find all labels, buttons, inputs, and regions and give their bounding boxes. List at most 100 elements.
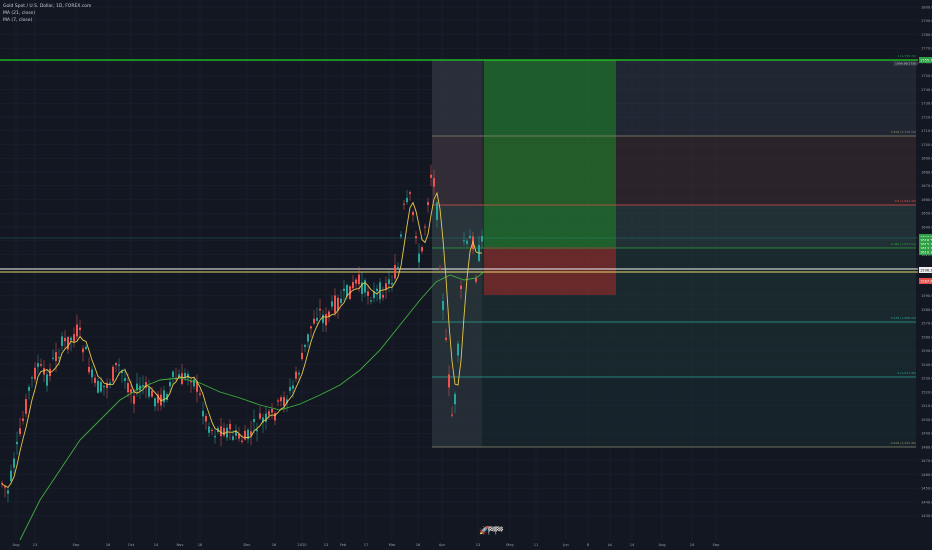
price-badge xyxy=(919,249,932,255)
candle-body xyxy=(52,357,54,359)
candle-body xyxy=(136,383,138,391)
symbol-title[interactable]: Gold Spot / U.S. Dollar, 1D, FOREX.com xyxy=(3,4,92,9)
candle-body xyxy=(448,374,450,388)
price-tick-label: 1540.00 xyxy=(921,363,932,367)
candle-body xyxy=(274,413,276,421)
candle-body xyxy=(340,298,342,304)
time-tick-label: Oct xyxy=(128,543,135,547)
candle-body xyxy=(124,378,126,382)
candle-body xyxy=(148,387,150,397)
time-tick-label: 16 xyxy=(272,543,277,547)
loss-zone[interactable] xyxy=(484,247,616,295)
candle-body xyxy=(205,415,207,422)
price-tick-label: 1590.00 xyxy=(921,294,932,298)
candle-body xyxy=(184,373,186,378)
price-tick-label: 1440.00 xyxy=(921,500,932,504)
candle-body xyxy=(73,334,75,342)
price-tick-label: 1580.00 xyxy=(921,308,932,312)
price-tick-label: 1570.00 xyxy=(921,322,932,326)
candle-body xyxy=(244,430,246,440)
price-tick-label: 1740.00 xyxy=(921,88,932,92)
profit-zone[interactable] xyxy=(484,60,616,247)
candle-body xyxy=(364,280,366,293)
candle-body xyxy=(271,409,273,413)
candle-body xyxy=(13,458,15,468)
candle-body xyxy=(343,288,345,291)
candle-body xyxy=(133,395,135,404)
ma-7-line[interactable] xyxy=(1,191,482,488)
candle-body xyxy=(1,482,3,485)
price-tick-label: 1660.00 xyxy=(921,198,932,202)
candle-body xyxy=(79,327,81,331)
candle-body xyxy=(427,202,429,206)
candle-body xyxy=(223,428,225,436)
candle-body xyxy=(268,411,270,416)
price-tick-label: 1780.00 xyxy=(921,33,932,37)
time-tick-label: 8 xyxy=(587,543,590,547)
ma-21-line[interactable] xyxy=(19,271,485,541)
price-axis[interactable]: 1800.001790.001780.001770.001760.001750.… xyxy=(893,0,932,550)
price-badge-label: 1587.62 xyxy=(920,279,932,283)
fib-levels[interactable] xyxy=(432,135,916,448)
candles xyxy=(1,164,483,503)
candle-body xyxy=(466,240,468,244)
candle-body xyxy=(460,285,462,290)
candle-body xyxy=(82,348,84,353)
time-tick-label: 14 xyxy=(154,543,159,547)
candle-body xyxy=(94,377,96,384)
candle-body xyxy=(151,390,153,397)
candle-body xyxy=(310,326,312,329)
price-tick-label: 1750.00 xyxy=(921,74,932,78)
candle-body xyxy=(85,346,87,350)
candle-body xyxy=(325,314,327,326)
candle-body xyxy=(319,308,321,311)
candle-body xyxy=(289,387,291,391)
candle-body xyxy=(31,377,33,379)
time-tick-label: Jun xyxy=(562,543,569,547)
candle-body xyxy=(283,397,285,407)
candle-body xyxy=(127,383,129,393)
candle-body xyxy=(100,381,102,392)
price-tick-label: 1720.00 xyxy=(921,115,932,119)
history-shade xyxy=(432,60,482,447)
price-tick-label: 1670.00 xyxy=(921,184,932,188)
candle-body xyxy=(226,427,228,438)
candle-body xyxy=(7,490,9,494)
price-tick-label: 1700.00 xyxy=(921,143,932,147)
target-label: 1999.99/1756 ? xyxy=(895,62,919,66)
ma-7-legend[interactable]: MA (7, close) xyxy=(3,18,33,23)
candle-body xyxy=(16,441,18,445)
price-tick-label: 1460.00 xyxy=(921,473,932,477)
candle-body xyxy=(418,253,420,263)
candle-body xyxy=(307,334,309,342)
fib-label: 0.618 (1,710.18) xyxy=(891,130,916,134)
candle-body xyxy=(4,486,6,488)
candle-body xyxy=(298,372,300,375)
price-tick-label: 1640.00 xyxy=(921,225,932,229)
chart-legend: Gold Spot / U.S. Dollar, 1D, FOREX.com M… xyxy=(3,3,91,24)
candle-body xyxy=(301,352,303,360)
price-badge xyxy=(919,267,932,273)
candle-body xyxy=(265,413,267,422)
price-tick-label: 1770.00 xyxy=(921,47,932,51)
time-axis[interactable]: Aug 13 Sep 16 Oct 14 Nov 18 Dec 16 2020 13 Feb 17 Mar 1… xyxy=(12,543,720,547)
price-tick-label: 1510.00 xyxy=(921,404,932,408)
candle-body xyxy=(412,211,414,216)
candle-body xyxy=(70,337,72,341)
candle-body xyxy=(25,399,27,414)
price-tick-label: 1710.00 xyxy=(921,129,932,133)
candle-body xyxy=(19,428,21,434)
candle-body xyxy=(337,297,339,311)
time-tick-label: 14 xyxy=(630,543,635,547)
candle-body xyxy=(316,317,318,321)
price-axis-bg xyxy=(918,0,932,550)
candle-body xyxy=(115,363,117,366)
candle-body xyxy=(118,364,120,366)
price-badge-label: 1618.57 xyxy=(920,238,932,242)
ma-21-legend[interactable]: MA (21, close) xyxy=(3,11,36,16)
candle-body xyxy=(250,431,252,436)
time-tick-label: Aug xyxy=(12,543,19,547)
time-tick-label: Apr xyxy=(439,543,446,547)
price-tick-label: 1730.00 xyxy=(921,102,932,106)
